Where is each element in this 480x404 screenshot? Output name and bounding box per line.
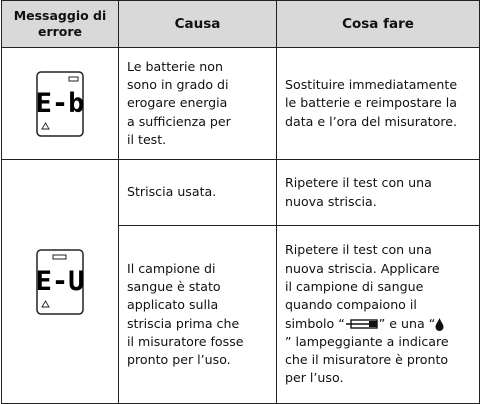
header-cell: Causa	[118, 0, 277, 48]
strip-icon	[52, 254, 67, 259]
text-segment: ” e una “	[378, 315, 436, 331]
text-line: quando compaiono il	[285, 297, 417, 313]
row: E-b Le batterie non sono in grado di eroga…	[1, 47, 480, 160]
text-line: sono in grado di	[127, 77, 229, 93]
text-line: sangue è stato	[127, 278, 221, 294]
text-line: nuova striscia.	[285, 193, 377, 209]
text-line: pronto per l’uso.	[127, 352, 231, 368]
lcd-display: E-b	[36, 70, 84, 137]
text-line: Sostituire immediatamente	[285, 77, 458, 93]
text-line: nuova striscia. Applicare	[285, 260, 440, 276]
warning-icon	[41, 299, 50, 307]
warning-icon	[41, 121, 50, 129]
display-cell: E-b	[1, 47, 119, 160]
header-cell: Cosa fare	[276, 0, 480, 48]
text-line: erogare energia	[127, 95, 228, 111]
action-cell: Ripetere il test con una nuova striscia. …	[276, 225, 480, 404]
action-cell: Sostituire immediatamente le batterie e r…	[276, 47, 480, 160]
display-cell: E-U	[1, 159, 119, 404]
action-cell: Ripetere il test con una nuova striscia.	[276, 159, 480, 226]
text-line: Ripetere il test con una	[285, 175, 432, 191]
text-line: le batterie e reimpostare la	[285, 95, 457, 111]
lcd-code: E-b	[36, 88, 84, 119]
row: E-U Striscia usata. Ripetere il test con…	[1, 159, 480, 404]
lcd-code: E-U	[36, 266, 84, 297]
text-line: a sufficienza per	[127, 113, 231, 129]
battery-icon	[68, 76, 79, 81]
text-line: data e l’ora del misuratore.	[285, 113, 457, 129]
strip-icon	[345, 319, 378, 329]
text-line: Le batterie non	[127, 58, 223, 74]
cause-cell: Striscia usata.	[118, 159, 277, 226]
cause-cell: Il campione di sangue è stato applicato su…	[118, 225, 277, 404]
lcd-display: E-U	[36, 248, 84, 315]
text-line: il misuratore fosse	[127, 333, 244, 349]
text-line: che il misuratore è pronto	[285, 352, 449, 368]
text-segment: simbolo “	[285, 315, 345, 331]
text-line: Il campione di	[127, 260, 216, 276]
text-line: Striscia usata.	[127, 184, 217, 200]
text-line: applicato sulla	[127, 297, 219, 313]
header-cell: Messaggio di errore	[1, 0, 119, 48]
text-line: ” lampeggiante a indicare	[285, 333, 449, 349]
drop-icon	[435, 317, 444, 331]
lcd-frame	[36, 248, 84, 315]
text-line: per l’uso.	[285, 370, 344, 386]
text-line: il campione di sangue	[285, 278, 424, 294]
header-row: Messaggio di errore Causa Cosa fare	[1, 0, 480, 48]
text-line: striscia prima che	[127, 315, 240, 331]
text-line: il test.	[127, 131, 167, 147]
row: Il campione di sangue è stato applicato su…	[2, 225, 480, 404]
text-line: simbolo “ ” e una “	[285, 315, 471, 333]
text-line: Ripetere il test con una	[285, 242, 432, 258]
cause-cell: Le batterie non sono in grado di erogare e…	[118, 47, 277, 160]
lcd-frame	[36, 70, 84, 137]
